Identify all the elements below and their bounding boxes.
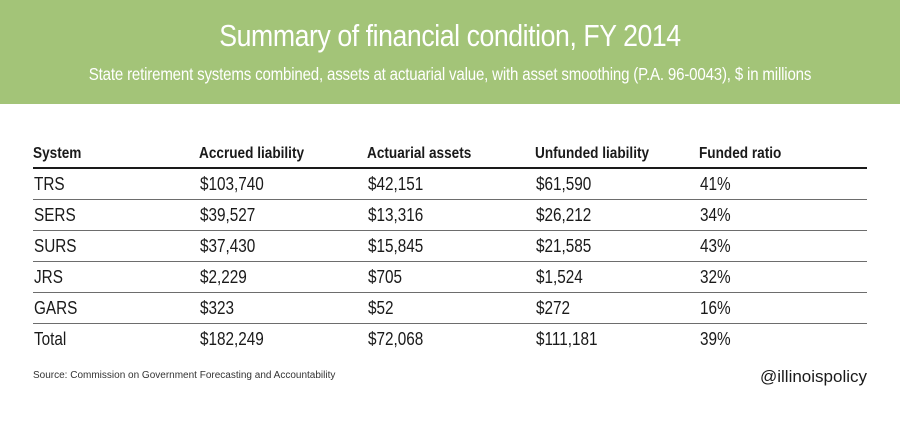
system-cell: GARS xyxy=(33,292,199,324)
accrued-liability-cell: $323 xyxy=(199,292,367,324)
header-banner: Summary of financial condition, FY 2014 … xyxy=(0,0,900,104)
unfunded-liability-cell: $272 xyxy=(535,292,699,324)
table-row: SERS $39,527 $13,316 $26,212 34% xyxy=(33,199,867,231)
column-header-accrued-liability: Accrued liability xyxy=(199,145,367,169)
system-cell: SERS xyxy=(33,199,199,231)
table-row: SURS $37,430 $15,845 $21,585 43% xyxy=(33,230,867,262)
system-cell: SURS xyxy=(33,230,199,262)
funded-ratio-cell: 16% xyxy=(699,292,867,324)
table-row-total: Total $182,249 $72,068 $111,181 39% xyxy=(33,324,867,355)
column-header-funded-ratio: Funded ratio xyxy=(699,145,867,169)
actuarial-assets-cell: $13,316 xyxy=(367,199,535,231)
unfunded-liability-cell: $111,181 xyxy=(536,328,598,349)
source-note: Source: Commission on Government Forecas… xyxy=(33,370,336,381)
funded-ratio-cell: 32% xyxy=(699,261,867,293)
social-handle: @illinoispolicy xyxy=(759,367,867,386)
accrued-liability-cell: $182,249 xyxy=(200,328,264,349)
funded-ratio-cell: 34% xyxy=(699,199,867,231)
page-title: Summary of financial condition, FY 2014 xyxy=(219,18,681,53)
accrued-liability-cell: $2,229 xyxy=(199,261,367,293)
actuarial-assets-cell: $705 xyxy=(367,261,535,293)
accrued-liability-cell: $103,740 xyxy=(199,168,367,200)
unfunded-liability-cell: $1,524 xyxy=(535,261,699,293)
actuarial-assets-cell: $72,068 xyxy=(368,328,424,349)
actuarial-assets-cell: $42,151 xyxy=(367,168,535,200)
system-cell: TRS xyxy=(33,168,199,200)
unfunded-liability-cell: $26,212 xyxy=(535,199,699,231)
table-header-row: System Accrued liability Actuarial asset… xyxy=(33,145,867,169)
accrued-liability-cell: $37,430 xyxy=(199,230,367,262)
financial-summary-table: System Accrued liability Actuarial asset… xyxy=(33,145,867,354)
unfunded-liability-cell: $21,585 xyxy=(535,230,699,262)
actuarial-assets-cell: $15,845 xyxy=(367,230,535,262)
table-row: JRS $2,229 $705 $1,524 32% xyxy=(33,261,867,293)
column-header-actuarial-assets: Actuarial assets xyxy=(367,145,535,169)
accrued-liability-cell: $39,527 xyxy=(199,199,367,231)
funded-ratio-cell: 43% xyxy=(699,230,867,262)
funded-ratio-cell: 39% xyxy=(700,328,731,349)
page-subtitle: State retirement systems combined, asset… xyxy=(88,64,812,84)
unfunded-liability-cell: $61,590 xyxy=(535,168,699,200)
funded-ratio-cell: 41% xyxy=(699,168,867,200)
column-header-system: System xyxy=(33,145,199,169)
table-row: GARS $323 $52 $272 16% xyxy=(33,292,867,324)
column-header-unfunded-liability: Unfunded liability xyxy=(535,145,699,169)
actuarial-assets-cell: $52 xyxy=(367,292,535,324)
system-cell: JRS xyxy=(33,261,199,293)
system-cell: Total xyxy=(34,328,67,349)
table-row: TRS $103,740 $42,151 $61,590 41% xyxy=(33,168,867,200)
